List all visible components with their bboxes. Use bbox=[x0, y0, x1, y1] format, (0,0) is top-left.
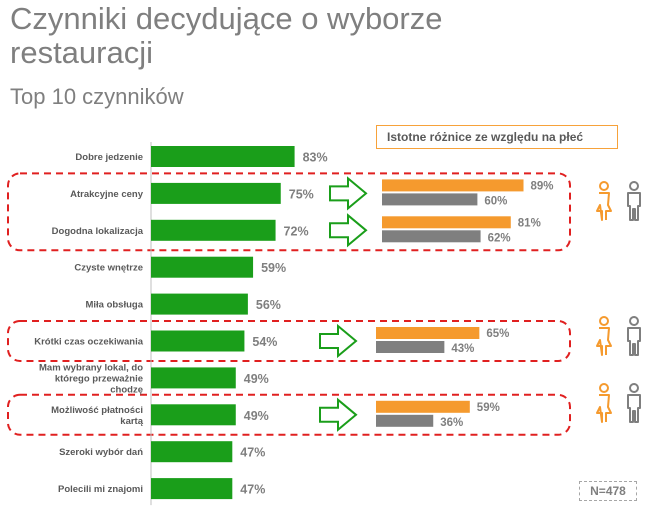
male-bar bbox=[382, 193, 478, 206]
man-head-shape bbox=[629, 383, 639, 393]
bar-value-label: 49% bbox=[244, 409, 269, 423]
female-bar bbox=[382, 216, 511, 229]
arrow-right-icon bbox=[319, 397, 358, 432]
arrow-right-icon bbox=[329, 176, 368, 211]
bar-value-label: 75% bbox=[289, 187, 314, 201]
man-body-shape bbox=[627, 192, 641, 221]
man-body-shape bbox=[627, 394, 641, 423]
bar bbox=[151, 182, 281, 204]
category-label: Atrakcyjne ceny bbox=[70, 189, 144, 200]
bar bbox=[151, 219, 276, 241]
arrow-right-icon bbox=[329, 213, 368, 248]
woman-body-shape bbox=[596, 327, 612, 356]
female-value-label: 65% bbox=[486, 328, 509, 340]
bar-value-label: 59% bbox=[261, 261, 286, 275]
bar-value-label: 54% bbox=[252, 335, 277, 349]
woman-head-shape bbox=[599, 316, 609, 326]
bar-value-label: 56% bbox=[256, 298, 281, 312]
female-bar bbox=[376, 400, 470, 413]
woman-icon bbox=[596, 316, 612, 356]
category-label: Czyste wnętrze bbox=[74, 263, 143, 274]
category-label: Mam wybrany lokal, do którego przeważnie c… bbox=[39, 362, 143, 395]
male-value-label: 62% bbox=[488, 232, 511, 244]
arrow-right-icon bbox=[319, 323, 358, 359]
woman-head-shape bbox=[599, 383, 609, 393]
female-bar bbox=[376, 327, 480, 339]
woman-body-shape bbox=[596, 394, 612, 423]
category-label: Szeroki wybór dań bbox=[59, 447, 143, 458]
bar bbox=[151, 330, 245, 352]
bar-value-label: 47% bbox=[240, 483, 265, 497]
man-icon bbox=[627, 383, 641, 423]
female-value-label: 59% bbox=[477, 402, 500, 414]
highlight-box bbox=[7, 320, 571, 362]
male-value-label: 60% bbox=[484, 195, 507, 207]
male-value-label: 43% bbox=[451, 343, 474, 355]
bar bbox=[151, 293, 248, 315]
bar bbox=[151, 146, 295, 167]
male-bar bbox=[376, 341, 445, 353]
man-body-shape bbox=[627, 327, 641, 356]
male-value-label: 36% bbox=[440, 417, 463, 429]
bar bbox=[151, 441, 233, 463]
bar-value-label: 49% bbox=[244, 372, 269, 386]
category-label: Miła obsługa bbox=[85, 300, 143, 311]
male-bar bbox=[376, 414, 434, 427]
category-label: Polecili mi znajomi bbox=[58, 484, 143, 495]
bar-value-label: 83% bbox=[303, 151, 328, 165]
male-bar bbox=[382, 230, 481, 243]
woman-body-shape bbox=[596, 192, 612, 221]
female-value-label: 89% bbox=[531, 180, 554, 192]
category-label: Dobre jedzenie bbox=[75, 152, 143, 163]
highlight-box bbox=[7, 393, 571, 436]
bar-value-label: 47% bbox=[240, 446, 265, 460]
highlight-box bbox=[7, 172, 571, 252]
woman-icon bbox=[596, 181, 612, 221]
woman-head-shape bbox=[599, 181, 609, 191]
category-label: Krótki czas oczekiwania bbox=[34, 337, 143, 348]
category-label: Możliwość płatności kartą bbox=[51, 405, 144, 427]
man-head-shape bbox=[629, 181, 639, 191]
gender-difference-note: Istotne różnice ze względu na płeć bbox=[376, 125, 618, 149]
bar bbox=[151, 478, 233, 500]
man-head-shape bbox=[629, 316, 639, 326]
bar bbox=[151, 367, 236, 389]
bar-value-label: 72% bbox=[284, 224, 309, 238]
woman-icon bbox=[596, 383, 612, 423]
female-value-label: 81% bbox=[518, 217, 541, 229]
page-title: Czynniki decydujące o wyborze restauracj… bbox=[10, 1, 443, 70]
man-icon bbox=[627, 181, 641, 221]
category-label: Dogodna lokalizacja bbox=[52, 226, 144, 237]
bar bbox=[151, 404, 236, 426]
female-bar bbox=[382, 179, 524, 192]
sample-size-badge: N=478 bbox=[579, 481, 637, 501]
page-subtitle: Top 10 czynników bbox=[10, 84, 184, 109]
man-icon bbox=[627, 316, 641, 356]
bar bbox=[151, 256, 254, 278]
